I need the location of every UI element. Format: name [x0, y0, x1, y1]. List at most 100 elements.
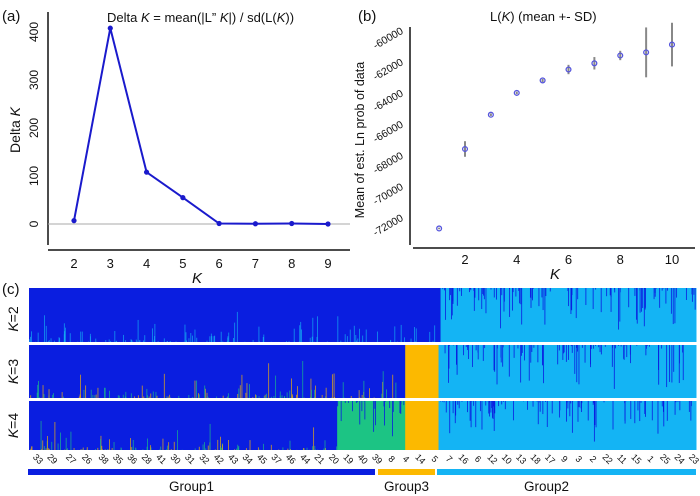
admixture-spike [537, 401, 539, 425]
admixture-spike [500, 345, 502, 358]
text-part: ) (mean +- SD) [510, 9, 596, 24]
x-tick-label-b: 10 [665, 252, 679, 267]
admixture-spike [292, 394, 293, 398]
admixture-spike [640, 401, 642, 403]
admixture-spike [173, 441, 175, 450]
admixture-spike [639, 288, 641, 291]
admixture-spike [626, 345, 628, 358]
admixture-spike [362, 335, 364, 342]
admixture-spike [65, 437, 67, 450]
text-part: K [5, 428, 21, 438]
admixture-spike [361, 401, 363, 412]
admixture-spike [279, 391, 281, 398]
admixture-spike [312, 446, 313, 450]
admixture-spike [578, 401, 580, 408]
admixture-spike [636, 345, 638, 346]
admixture-spike [549, 288, 551, 292]
admixture-spike [83, 389, 85, 398]
admixture-spike [245, 448, 247, 450]
admixture-spike [620, 345, 622, 347]
admixture-spike [125, 340, 127, 342]
admixture-spike [185, 332, 187, 342]
admixture-spike [191, 397, 193, 398]
admixture-spike [571, 401, 573, 433]
admixture-spike [108, 339, 110, 342]
admixture-spike [449, 345, 450, 346]
panel-label-a: (a) [2, 8, 20, 25]
admixture-spike [211, 336, 213, 342]
admixture-spike [503, 288, 505, 302]
y-tick-label-a: 100 [27, 166, 41, 186]
admixture-spike [653, 288, 655, 300]
admixture-spike [570, 401, 572, 404]
admixture-spike [123, 334, 124, 342]
population-label: 14 [413, 452, 427, 466]
admixture-spike [334, 397, 336, 398]
admixture-spike [475, 401, 477, 428]
admixture-spike [296, 394, 297, 398]
admixture-spike [169, 394, 171, 398]
admixture-spike [562, 345, 564, 360]
admixture-spike [29, 339, 30, 342]
data-point-b [591, 60, 598, 67]
admixture-spike [503, 401, 504, 402]
admixture-spike [48, 448, 50, 450]
admixture-spike [331, 397, 332, 398]
admixture-spike [258, 396, 260, 398]
admixture-spike [317, 316, 318, 342]
admixture-spike [543, 345, 545, 384]
admixture-spike [691, 288, 693, 302]
admixture-spike [290, 449, 291, 450]
admixture-spike [47, 435, 48, 450]
admixture-spike [577, 345, 578, 352]
admixture-spike [199, 394, 200, 398]
admixture-spike [615, 345, 616, 349]
admixture-spike [137, 319, 139, 342]
admixture-spike [484, 345, 486, 349]
admixture-spike [576, 345, 578, 383]
admixture-spike [678, 345, 680, 384]
admixture-spike [392, 401, 393, 437]
admixture-spike [595, 401, 597, 428]
admixture-spike [188, 395, 190, 398]
admixture-spike [445, 401, 447, 413]
admixture-spike [104, 449, 106, 450]
admixture-spike [473, 288, 475, 291]
admixture-spike [481, 288, 483, 309]
admixture-spike [477, 345, 479, 353]
admixture-spike [500, 288, 501, 329]
admixture-spike [222, 395, 224, 398]
structure-row-k4 [29, 401, 697, 450]
admixture-spike [490, 401, 492, 409]
admixture-spike [581, 345, 583, 348]
admixture-spike [190, 333, 192, 342]
admixture-spike [509, 288, 511, 317]
population-label: 26 [80, 452, 94, 466]
admixture-spike [400, 401, 402, 414]
admixture-spike [291, 378, 292, 398]
admixture-spike [392, 401, 394, 412]
admixture-spike [150, 393, 152, 398]
x-tick-label-a: 6 [216, 256, 223, 271]
admixture-spike [192, 335, 193, 342]
population-label: 35 [111, 452, 125, 466]
admixture-spike [116, 340, 118, 342]
admixture-spike [644, 401, 646, 414]
admixture-spike [539, 401, 541, 403]
admixture-spike [569, 401, 571, 417]
admixture-spike [373, 401, 375, 432]
admixture-spike [651, 401, 653, 421]
admixture-spike [283, 396, 285, 398]
admixture-spike [399, 401, 401, 414]
population-label: 27 [64, 452, 78, 466]
admixture-spike [571, 345, 573, 353]
admixture-spike [542, 345, 543, 366]
admixture-spike [563, 345, 565, 354]
x-tick-label-b: 4 [513, 252, 520, 267]
admixture-spike [310, 378, 312, 398]
panel-label-c: (c) [2, 281, 20, 298]
admixture-spike [593, 345, 595, 349]
admixture-spike [690, 401, 692, 407]
admixture-spike [498, 401, 500, 407]
admixture-spike [481, 401, 483, 430]
